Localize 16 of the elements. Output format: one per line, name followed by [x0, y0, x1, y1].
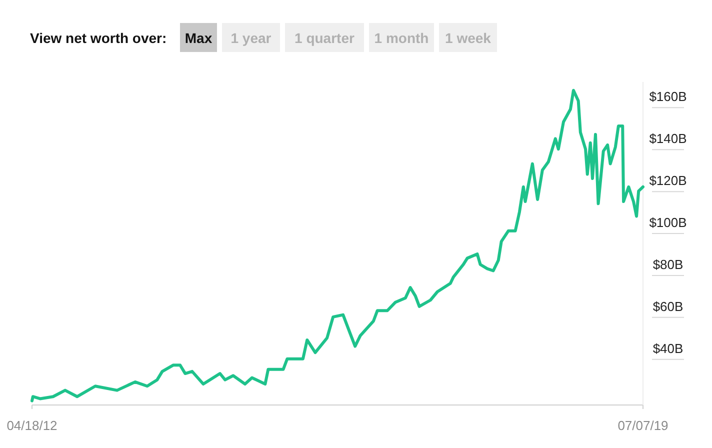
x-tick-label: 07/07/19 [618, 418, 668, 433]
text: 1 month [374, 30, 429, 46]
y-tick-label: $140B [649, 131, 687, 146]
text: 1 quarter [294, 30, 355, 46]
y-tick-label: $160B [649, 89, 687, 104]
y-tick-label: $60B [652, 298, 684, 314]
chart-title: View net worth over: [30, 30, 167, 46]
text: Max [184, 30, 212, 46]
y-tick-label: $80B [652, 256, 684, 272]
text: 1 week [445, 30, 492, 46]
line-series [30, 88, 644, 402]
y-tick-label: $120B [649, 173, 687, 188]
x-tick-label: 04/18/12 [6, 418, 58, 433]
text: 1 year [230, 30, 272, 46]
y-tick-label: $40B [652, 340, 684, 356]
y-tick-label: $100B [649, 215, 687, 230]
